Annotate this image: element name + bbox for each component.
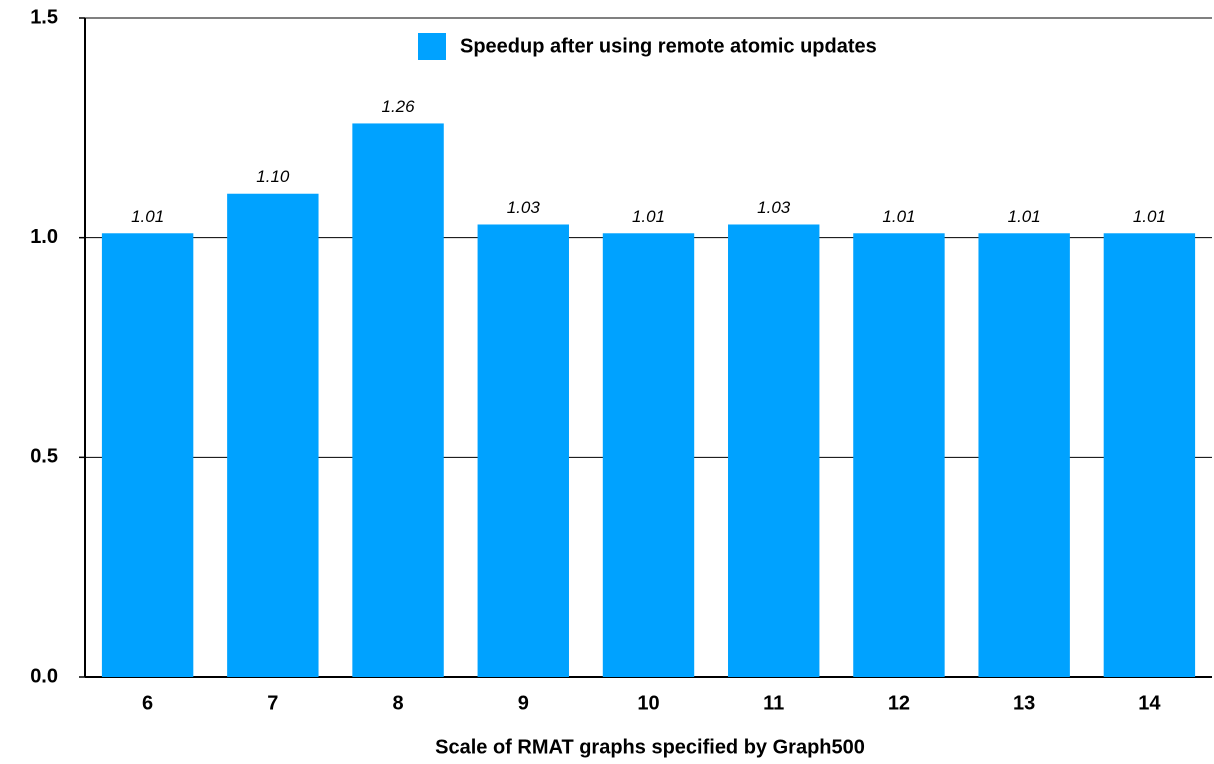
legend-swatch <box>418 33 446 60</box>
value-label: 1.01 <box>131 207 164 226</box>
x-tick-label: 6 <box>142 692 153 714</box>
y-tick-label: 0.5 <box>30 446 58 468</box>
y-tick-label: 1.5 <box>30 6 58 28</box>
bar <box>477 224 569 677</box>
x-tick-label: 12 <box>888 692 910 714</box>
bar <box>101 233 194 678</box>
bar <box>1103 233 1196 678</box>
x-tick-label: 8 <box>392 692 403 714</box>
value-label: 1.01 <box>882 207 915 226</box>
bar <box>978 233 1070 678</box>
value-label: 1.26 <box>382 97 416 116</box>
x-tick-label: 9 <box>518 692 529 714</box>
x-axis-label: Scale of RMAT graphs specified by Graph5… <box>435 736 865 758</box>
value-label: 1.01 <box>1008 207 1041 226</box>
x-tick-label: 11 <box>763 692 784 714</box>
bar <box>602 233 695 678</box>
value-label: 1.01 <box>632 207 665 226</box>
x-tick-label: 10 <box>637 692 659 714</box>
y-tick-label: 0.0 <box>30 665 58 687</box>
value-label: 1.10 <box>256 167 290 186</box>
bar <box>853 233 945 678</box>
bar <box>227 193 319 677</box>
x-tick-label: 13 <box>1013 692 1035 714</box>
value-label: 1.03 <box>507 198 541 217</box>
value-label: 1.01 <box>1133 207 1166 226</box>
x-tick-label: 7 <box>267 692 278 714</box>
legend-label: Speedup after using remote atomic update… <box>460 35 877 57</box>
y-tick-label: 1.0 <box>30 226 58 248</box>
x-tick-label: 14 <box>1138 692 1161 714</box>
value-label: 1.03 <box>757 198 791 217</box>
bar <box>728 224 820 677</box>
bar <box>352 123 444 677</box>
